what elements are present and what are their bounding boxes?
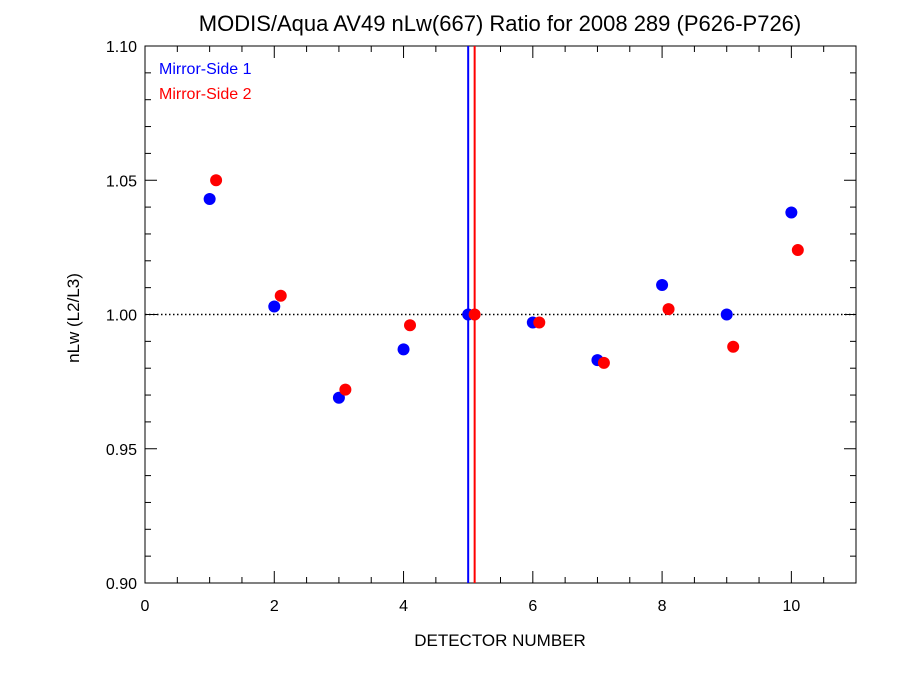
data-point-series-2	[791, 244, 804, 257]
y-axis-label: nLw (L2/L3)	[64, 273, 83, 363]
x-tick-label: 2	[270, 598, 279, 615]
x-tick-label: 0	[141, 598, 150, 615]
data-point-series-2	[662, 303, 675, 316]
y-tick-label: 0.95	[106, 442, 137, 459]
x-tick-label: 6	[528, 598, 537, 615]
chart-title: MODIS/Aqua AV49 nLw(667) Ratio for 2008 …	[199, 11, 802, 36]
data-point-series-1	[785, 206, 798, 219]
data-point-series-2	[727, 340, 740, 353]
y-tick-label: 1.00	[106, 308, 137, 325]
data-point-series-1	[203, 193, 216, 206]
data-point-series-2	[597, 356, 610, 369]
legend-entry-2: Mirror-Side 2	[159, 86, 252, 103]
data-point-series-2	[468, 308, 481, 321]
x-tick-label: 10	[782, 598, 800, 615]
data-point-series-2	[210, 174, 223, 187]
data-point-series-1	[720, 308, 733, 321]
data-point-series-2	[404, 319, 417, 332]
plot-area: 0 2 4 6 8 10 0.90 0.95 1.00 1.05 1.10 Mirror-Side 1…	[106, 39, 857, 615]
data-point-series-1	[268, 300, 281, 313]
y-tick-label: 1.05	[106, 173, 137, 190]
x-tick-label: 8	[658, 598, 667, 615]
data-point-series-1	[397, 343, 410, 356]
y-tick-label: 1.10	[106, 39, 137, 56]
legend-entry-1: Mirror-Side 1	[159, 61, 252, 78]
x-axis-label: DETECTOR NUMBER	[414, 631, 586, 650]
data-point-series-2	[533, 316, 546, 329]
data-point-series-1	[656, 278, 669, 291]
x-tick-label: 4	[399, 598, 408, 615]
y-tick-label: 0.90	[106, 576, 137, 593]
data-point-series-2	[274, 289, 287, 302]
data-point-series-2	[339, 383, 352, 396]
data-point-series-1	[332, 391, 345, 404]
